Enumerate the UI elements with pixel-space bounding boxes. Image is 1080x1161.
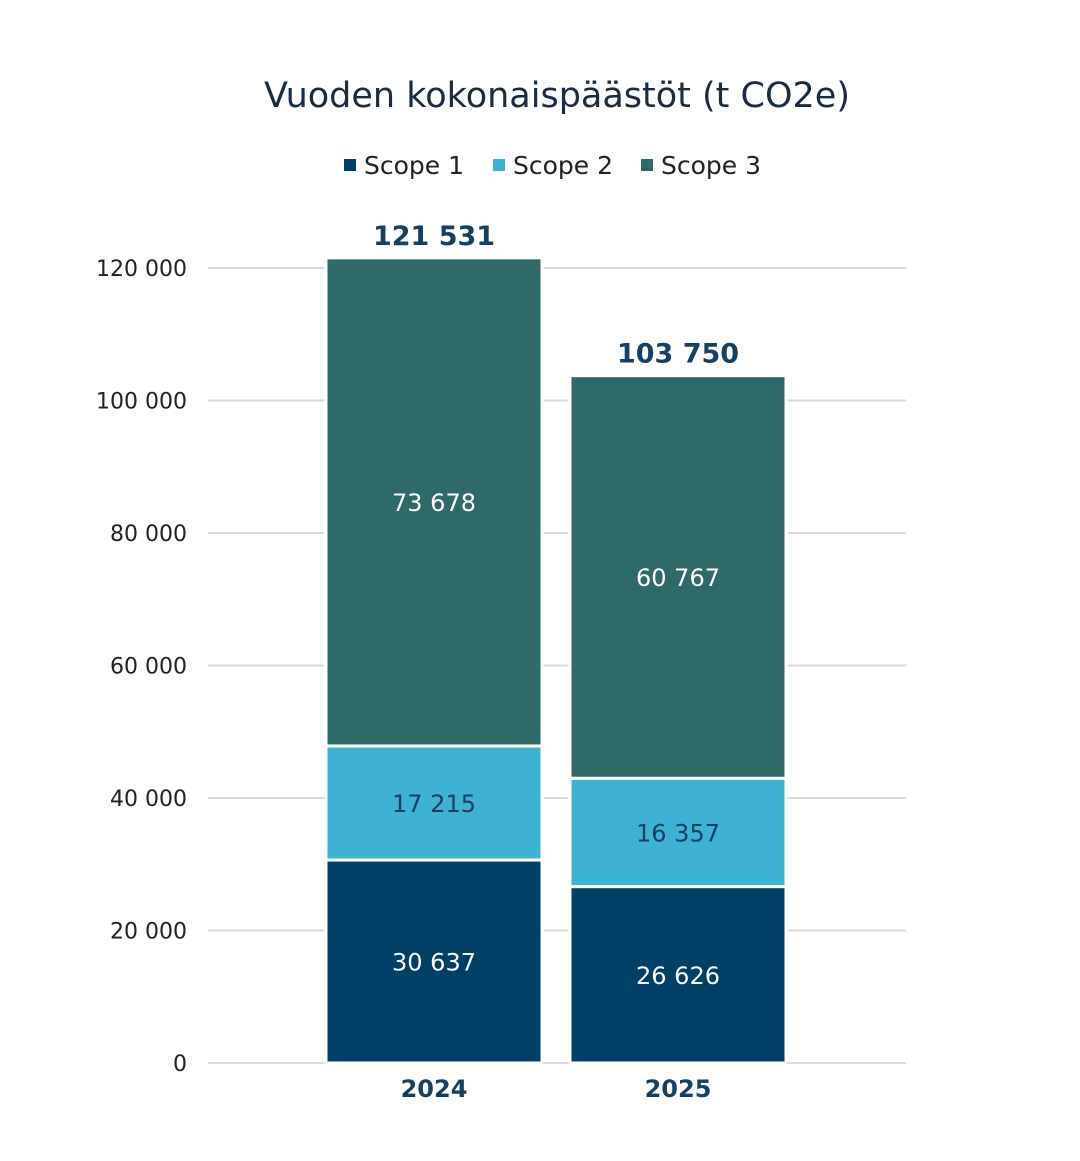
y-tick-label: 120 000 (96, 257, 187, 282)
bar-segment (324, 858, 544, 1065)
gridlines (208, 267, 906, 1064)
x-tick-label: 2024 (401, 1075, 468, 1103)
bar-segment (568, 776, 788, 889)
bar-segment (568, 374, 788, 780)
bar-segment (324, 744, 544, 862)
legend-marker-1 (344, 159, 356, 171)
legend-marker-3 (641, 159, 653, 171)
data-label: 26 626 (636, 962, 720, 990)
legend-marker-2 (493, 159, 505, 171)
y-axis-tick-labels: 0 20 000 40 000 60 000 80 000 100 000 120 000 (96, 257, 187, 1077)
y-tick-label: 0 (173, 1052, 187, 1077)
legend-label-2: Scope 2 (513, 151, 613, 180)
x-tick-label: 2025 (645, 1075, 712, 1103)
data-label: 73 678 (392, 489, 476, 517)
total-label: 103 750 (617, 339, 739, 370)
legend-label-3: Scope 3 (661, 151, 761, 180)
legend-label-1: Scope 1 (364, 151, 464, 180)
bar-segment (324, 256, 544, 748)
data-label: 16 357 (636, 819, 720, 847)
chart-title: Vuoden kokonaispäästöt (t CO2e) (264, 76, 850, 116)
data-label: 17 215 (392, 790, 476, 818)
x-axis-tick-labels: 2024 2025 (401, 1075, 712, 1103)
y-tick-label: 100 000 (96, 390, 187, 415)
legend: Scope 1 Scope 2 Scope 3 (344, 151, 761, 180)
data-label: 60 767 (636, 564, 720, 592)
total-label: 121 531 (373, 221, 495, 252)
bar-segment (568, 885, 788, 1065)
y-tick-label: 20 000 (110, 920, 187, 945)
y-tick-label: 80 000 (110, 522, 187, 547)
y-tick-label: 40 000 (110, 787, 187, 812)
y-tick-label: 60 000 (110, 655, 187, 680)
data-label: 30 637 (392, 949, 476, 977)
bars: 30 637 17 215 73 678 121 531 26 626 16 357 60 … (324, 221, 788, 1065)
